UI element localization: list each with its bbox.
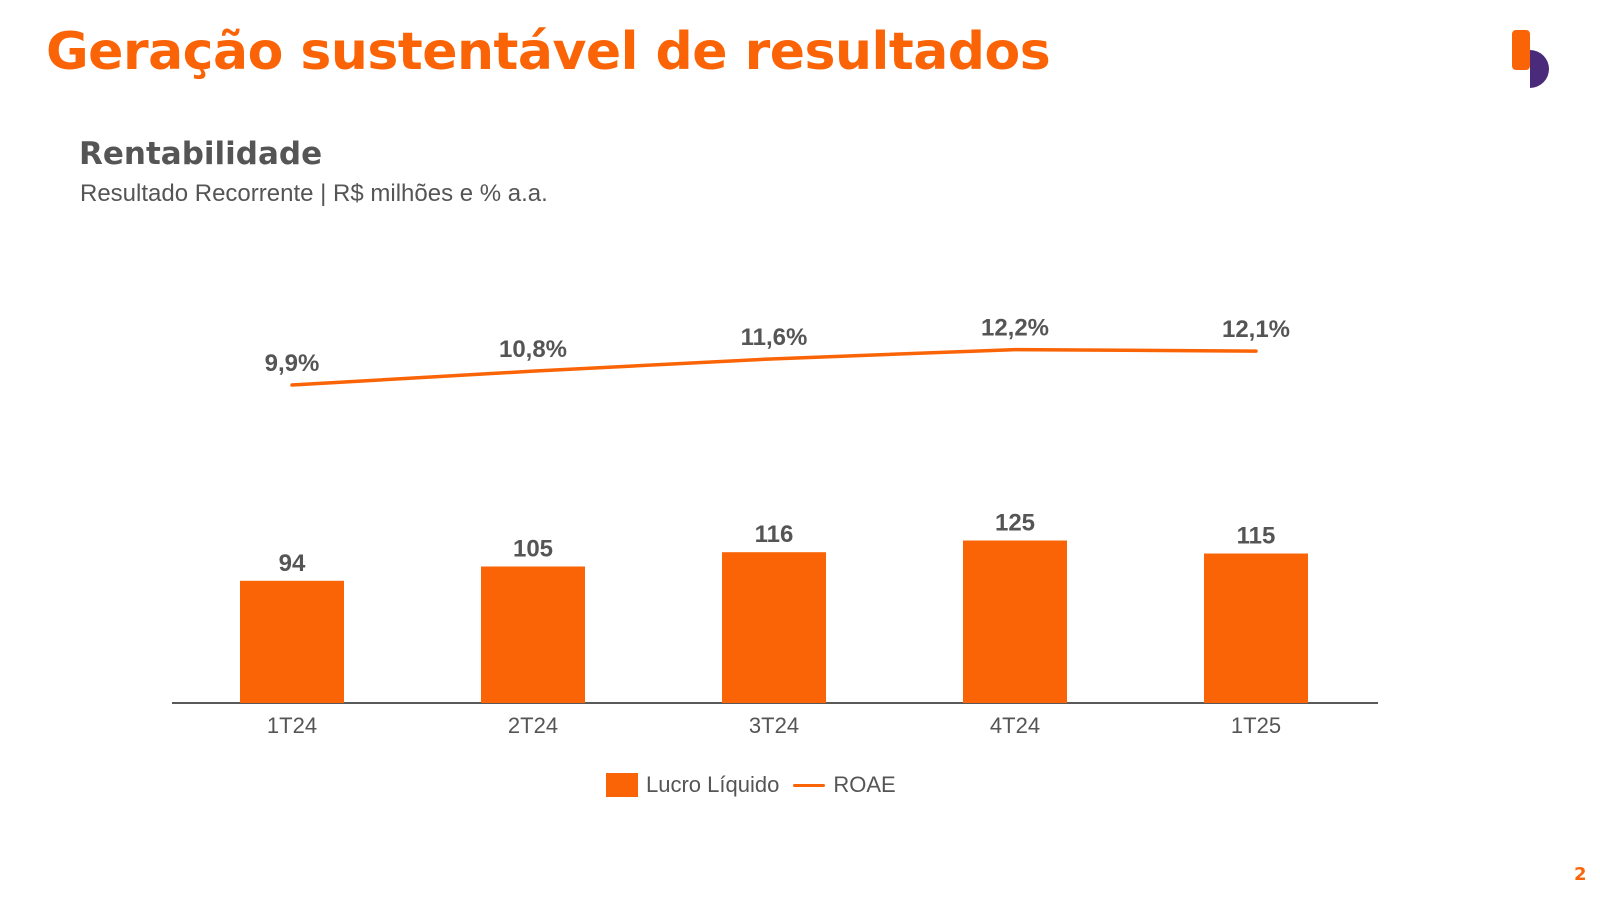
bar-data-label: 94 — [279, 550, 306, 577]
roae-line — [290, 347, 1258, 387]
bar-4T24 — [963, 540, 1067, 703]
roae-data-label: 9,9% — [265, 350, 320, 377]
bar-data-label: 125 — [995, 510, 1035, 537]
roae-data-label: 12,2% — [981, 315, 1049, 342]
roae-data-label: 10,8% — [499, 336, 567, 363]
x-tick-label: 1T25 — [1231, 713, 1281, 738]
x-tick-label: 1T24 — [267, 713, 317, 738]
legend-item-line: ROAE — [793, 772, 896, 798]
x-tick-label: 3T24 — [749, 713, 799, 738]
section-subtitle: Resultado Recorrente | R$ milhões e % a.… — [80, 180, 548, 207]
bar-data-label: 116 — [755, 521, 794, 548]
bar-data-label: 115 — [1237, 523, 1276, 550]
bar-3T24 — [722, 552, 826, 703]
legend-label-bar: Lucro Líquido — [646, 772, 780, 797]
legend-swatch-bar — [606, 773, 638, 797]
chart-legend: Lucro Líquido ROAE — [606, 772, 910, 798]
bar-2T24 — [481, 566, 585, 703]
legend-item-bar: Lucro Líquido — [606, 772, 779, 798]
bar-1T25 — [1204, 553, 1308, 703]
roae-data-label: 11,6% — [741, 324, 808, 351]
x-tick-label: 4T24 — [990, 713, 1040, 738]
brand-logo-icon — [1512, 30, 1549, 88]
legend-swatch-line — [793, 783, 826, 787]
slide-title: Geração sustentável de resultados — [46, 22, 1051, 82]
x-tick-label: 2T24 — [508, 713, 558, 738]
roae-data-label: 12,1% — [1222, 316, 1290, 343]
page-number: 2 — [1574, 864, 1587, 885]
section-title: Rentabilidade — [79, 136, 323, 172]
bar-data-label: 105 — [513, 536, 553, 563]
bar-1T24 — [240, 580, 344, 703]
legend-label-line: ROAE — [833, 772, 896, 797]
